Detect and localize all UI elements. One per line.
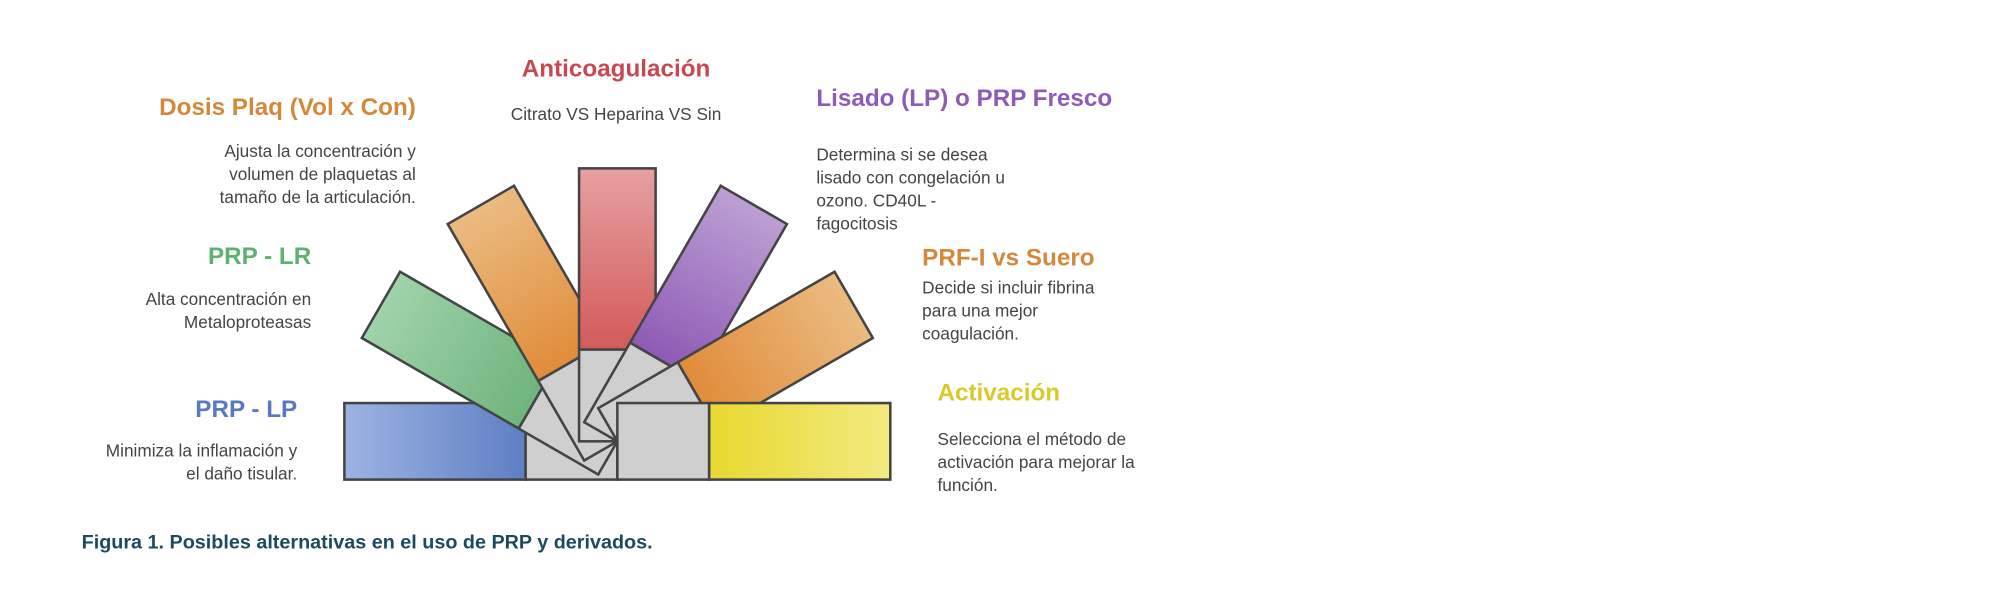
blade-color [707, 401, 892, 481]
anticoag-description: Citrato VS Heparina VS Sin [489, 103, 744, 126]
line: el daño tisular. [186, 464, 298, 484]
line: Ajusta la concentración y [224, 141, 416, 161]
line: activación para mejorar la [937, 452, 1135, 472]
line: tamaño de la articulación. [219, 187, 416, 207]
blade-color [675, 269, 875, 431]
line: Decide si incluir fibrina [922, 278, 1095, 298]
prp-lp-title: PRP - LP [195, 396, 298, 424]
line: Selecciona el método de [937, 429, 1127, 449]
activacion-title: Activación [937, 380, 1061, 407]
line: coagulación. [922, 323, 1019, 344]
line: volumen de plaquetas al [229, 164, 416, 184]
line: función. [937, 475, 998, 495]
lisado-title: Lisado (LP) o PRP Fresco [816, 85, 1113, 113]
blade-activacion [616, 401, 892, 481]
lisado-description: Determina si se desea lisado con congela… [816, 144, 1005, 236]
blade-color [445, 184, 607, 383]
line: Alta concentración en [145, 289, 312, 309]
line: Minimiza la inflamación y [105, 441, 298, 461]
line: Determina si se desea [816, 145, 988, 165]
anticoag-title: Anticoagulación [521, 56, 711, 83]
prf-description: Decide si incluir fibrina para una mejor… [922, 277, 1094, 346]
figure-caption: Figura 1. Posibles alternativas en el us… [81, 531, 653, 554]
prp-lp-description: Minimiza la inflamación y el daño tisula… [106, 440, 297, 486]
line: ozono. CD40L - [816, 191, 937, 211]
line: para una mejor [922, 301, 1039, 321]
activacion-description: Selecciona el método de activación para … [937, 429, 1134, 498]
prp-lr-title: PRP - LR [207, 243, 312, 271]
line: fagocitosis [816, 214, 898, 234]
prf-title: PRF-I vs Suero [922, 244, 1095, 272]
line: lisado con congelación u [816, 168, 1005, 188]
dosis-description: Ajusta la concentración y volumen de pla… [220, 140, 416, 209]
blade-color [577, 167, 657, 351]
line: Citrato VS Heparina VS Sin [510, 104, 722, 124]
blade-base [616, 401, 711, 481]
blade-color [628, 184, 789, 383]
prp-lr-description: Alta concentración en Metaloproteasas [146, 288, 312, 334]
line: Metaloproteasas [183, 312, 312, 332]
blade-color [360, 269, 559, 431]
dosis-title: Dosis Plaq (Vol x Con) [159, 94, 416, 122]
